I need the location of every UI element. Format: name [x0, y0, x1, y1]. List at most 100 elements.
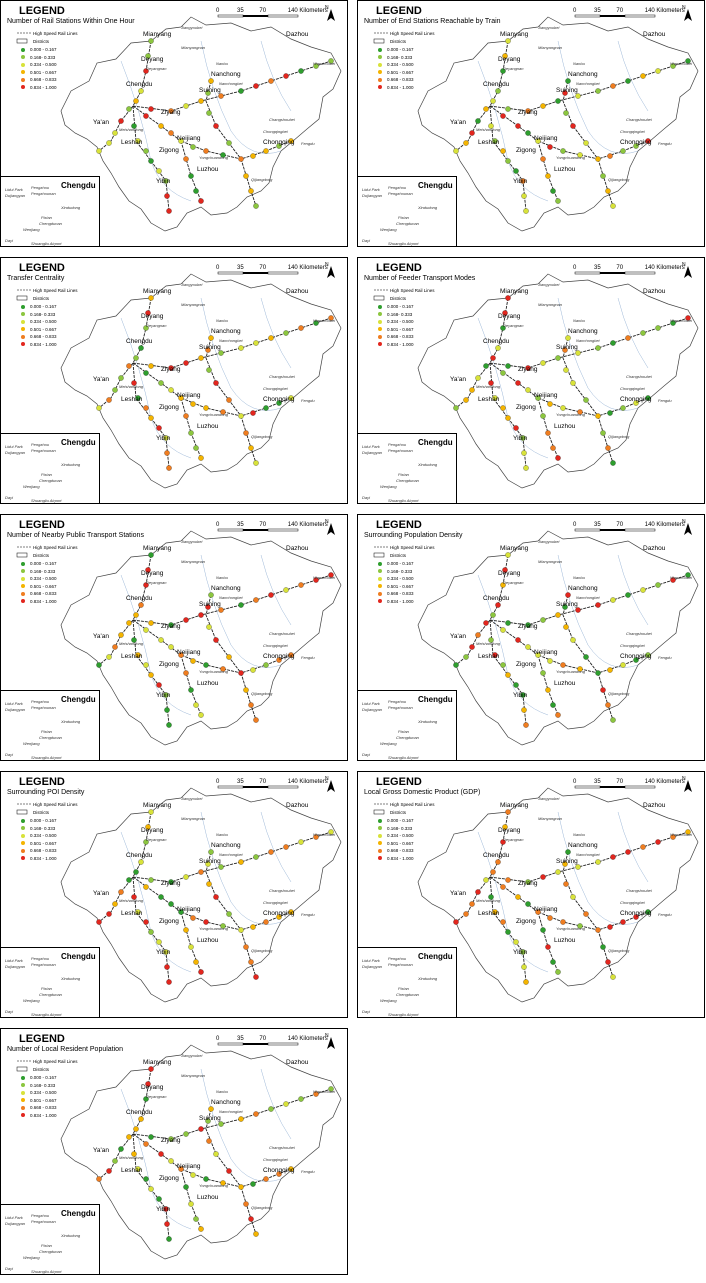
- station-dot: [313, 1091, 319, 1097]
- legend-swatch: [21, 848, 25, 853]
- inset-label: Pixian: [41, 729, 52, 734]
- scale-bar-labels: 0 35 70 140 Kilometers: [216, 265, 328, 271]
- inset-label: Pixian: [41, 986, 52, 991]
- station-label: Chongqingbei: [620, 643, 645, 648]
- station-dot: [640, 587, 646, 593]
- inset-label: Pixian: [41, 1243, 52, 1248]
- inset-label: Dujiangyan: [5, 1221, 26, 1226]
- legend-swatch: [21, 591, 25, 596]
- legend-rail-line: High Speed Rail Lines: [33, 545, 78, 550]
- city-label: Nanchong: [211, 71, 241, 78]
- city-label: Leshan: [478, 910, 500, 917]
- legend-class-1: 0.000 - 0.167: [378, 561, 414, 566]
- station-dot: [206, 367, 212, 373]
- station-dot: [570, 894, 576, 900]
- map-panel-5: LEGEND Number of Nearby Public Transport…: [0, 514, 348, 761]
- station-dot: [288, 909, 294, 915]
- station-dot: [158, 380, 164, 386]
- station-dot: [500, 884, 506, 890]
- station-dot: [633, 914, 639, 920]
- station-dot: [178, 395, 184, 401]
- station-dot: [253, 854, 259, 860]
- station-label: Wanzhoubei: [313, 832, 336, 837]
- station-dot: [670, 320, 676, 326]
- inset-title: Chengdu: [61, 952, 96, 961]
- station-dot: [328, 58, 334, 64]
- city-label: Deyang: [141, 570, 164, 577]
- inset-label: Dujiangyan: [5, 707, 26, 712]
- station-label: Chongqingbei: [620, 386, 645, 391]
- station-dot: [198, 612, 204, 618]
- station-dot: [555, 355, 561, 361]
- city-label: Ya'an: [450, 633, 466, 640]
- station-dot: [670, 63, 676, 69]
- station-dot: [570, 637, 576, 643]
- city-label: Leshan: [478, 396, 500, 403]
- inset-label: Shuangliu Airport: [31, 1012, 62, 1017]
- station-dot: [156, 168, 162, 174]
- station-dot: [106, 397, 112, 403]
- station-dot: [523, 465, 529, 471]
- legend-class-1: 0.000 - 0.167: [378, 818, 414, 823]
- station-dot: [168, 130, 174, 136]
- legend-class-4: 0.501 - 0.667: [21, 584, 57, 589]
- city-label: Leshan: [121, 139, 143, 146]
- station-dot: [525, 387, 531, 393]
- inset-label: Pengzhounan: [388, 448, 413, 453]
- legend-swatch: [378, 848, 382, 853]
- station-dot: [555, 198, 561, 204]
- station-dot: [133, 98, 139, 104]
- city-label: Mianyang: [143, 802, 172, 809]
- legend-swatch: [21, 569, 25, 574]
- station-dot: [535, 909, 541, 915]
- station-dot: [583, 911, 589, 917]
- station-label: Fengdu: [301, 1169, 315, 1174]
- station-dot: [164, 193, 170, 199]
- station-label: Qijiangdong: [251, 177, 273, 182]
- station-dot: [183, 413, 189, 419]
- city-label: Deyang: [141, 56, 164, 63]
- station-label: Deyangnan: [146, 323, 167, 328]
- station-dot: [168, 387, 174, 393]
- legend-class-6: 0.834 - 1.000: [21, 342, 57, 347]
- inset-label: Shuangliu Airport: [388, 755, 419, 760]
- legend-swatch: [21, 70, 25, 75]
- station-label: Qijiangdong: [608, 177, 630, 182]
- legend-districts: Districts: [33, 810, 49, 815]
- station-dot: [263, 919, 269, 925]
- legend-class-1: 0.000 - 0.167: [378, 304, 414, 309]
- city-label: Luzhou: [197, 166, 219, 173]
- station-dot: [645, 652, 651, 658]
- inset-label: Xindudong: [61, 1233, 81, 1238]
- station-dot: [133, 612, 139, 618]
- station-dot: [515, 380, 521, 386]
- legend-class-1: 0.000 - 0.167: [21, 304, 57, 309]
- legend-class-2: 0.168- 0.333: [21, 1083, 55, 1088]
- inset-label: Pixian: [398, 472, 409, 477]
- station-dot: [166, 465, 172, 471]
- station-dot: [525, 644, 531, 650]
- station-dot: [198, 455, 204, 461]
- station-dot: [226, 140, 232, 146]
- city-label: Chengdu: [126, 81, 153, 88]
- station-dot: [502, 53, 508, 59]
- station-label: Nanbu: [573, 61, 585, 66]
- station-dot: [521, 450, 527, 456]
- station-dot: [208, 78, 214, 84]
- station-dot: [106, 1168, 112, 1174]
- station-dot: [248, 445, 254, 451]
- inset-label: Dayi: [5, 238, 14, 243]
- station-dot: [164, 964, 170, 970]
- station-dot: [575, 93, 581, 99]
- city-label: Dazhou: [286, 1059, 309, 1066]
- city-label: Zigong: [159, 918, 179, 925]
- station-label: Chongqingbei: [620, 129, 645, 134]
- station-label: Jiangyoubei: [181, 539, 203, 544]
- station-dot: [298, 839, 304, 845]
- station-dot: [168, 1158, 174, 1164]
- city-label: Luzhou: [197, 937, 219, 944]
- station-dot: [562, 347, 568, 353]
- station-dot: [640, 73, 646, 79]
- station-dot: [620, 148, 626, 154]
- inset-label: Dayi: [362, 752, 371, 757]
